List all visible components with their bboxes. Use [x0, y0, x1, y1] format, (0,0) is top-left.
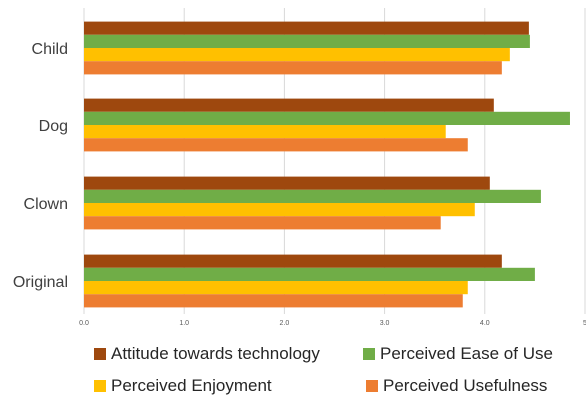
x-tick-label: 3.0	[380, 320, 390, 327]
x-tick-label: 5	[583, 320, 586, 327]
category-label-dog: Dog	[39, 118, 68, 135]
category-label-original: Original	[13, 274, 68, 291]
bar-clown-perceived-enjoyment	[84, 203, 475, 217]
bar-original-attitude-towards-technology	[84, 254, 502, 268]
bar-child-perceived-ease-of-use	[84, 34, 530, 48]
category-label-clown: Clown	[24, 196, 68, 213]
legend-label: Perceived Ease of Use	[380, 344, 553, 363]
bar-clown-perceived-ease-of-use	[84, 189, 541, 203]
legend-item-perceived-ease-of-use: Perceived Ease of Use	[363, 344, 553, 363]
bar-child-perceived-usefulness	[84, 61, 502, 75]
bar-original-perceived-usefulness	[84, 294, 463, 308]
bar-dog-perceived-usefulness	[84, 138, 468, 152]
legend-swatch	[94, 380, 106, 392]
legend: Attitude towards technology Perceived Eas…	[94, 344, 553, 395]
legend-label: Attitude towards technology	[111, 344, 320, 363]
bar-child-perceived-enjoyment	[84, 48, 510, 62]
legend-label: Perceived Enjoyment	[111, 376, 272, 395]
legend-swatch	[363, 348, 375, 360]
category-labels: Original Clown Dog Child	[13, 41, 68, 291]
bar-original-perceived-ease-of-use	[84, 267, 535, 281]
x-tick-label: 4.0	[480, 320, 490, 327]
legend-swatch	[366, 380, 378, 392]
bar-series	[84, 21, 570, 308]
x-tick-label: 1.0	[179, 320, 189, 327]
bar-clown-attitude-towards-technology	[84, 176, 490, 190]
bar-dog-perceived-ease-of-use	[84, 111, 570, 125]
legend-item-perceived-enjoyment: Perceived Enjoyment	[94, 376, 272, 395]
x-tick-label: 2.0	[280, 320, 290, 327]
bar-original-perceived-enjoyment	[84, 281, 468, 295]
legend-swatch	[94, 348, 106, 360]
legend-item-perceived-usefulness: Perceived Usefulness	[366, 376, 547, 395]
bar-dog-attitude-towards-technology	[84, 98, 494, 112]
x-axis-ticks: 0.0 1.0 2.0 3.0 4.0 5	[79, 320, 586, 327]
bar-dog-perceived-enjoyment	[84, 125, 446, 139]
category-label-child: Child	[32, 41, 68, 58]
legend-item-attitude-towards-technology: Attitude towards technology	[94, 344, 320, 363]
bar-clown-perceived-usefulness	[84, 216, 441, 230]
bar-child-attitude-towards-technology	[84, 21, 529, 35]
legend-label: Perceived Usefulness	[383, 376, 547, 395]
x-tick-label: 0.0	[79, 320, 89, 327]
